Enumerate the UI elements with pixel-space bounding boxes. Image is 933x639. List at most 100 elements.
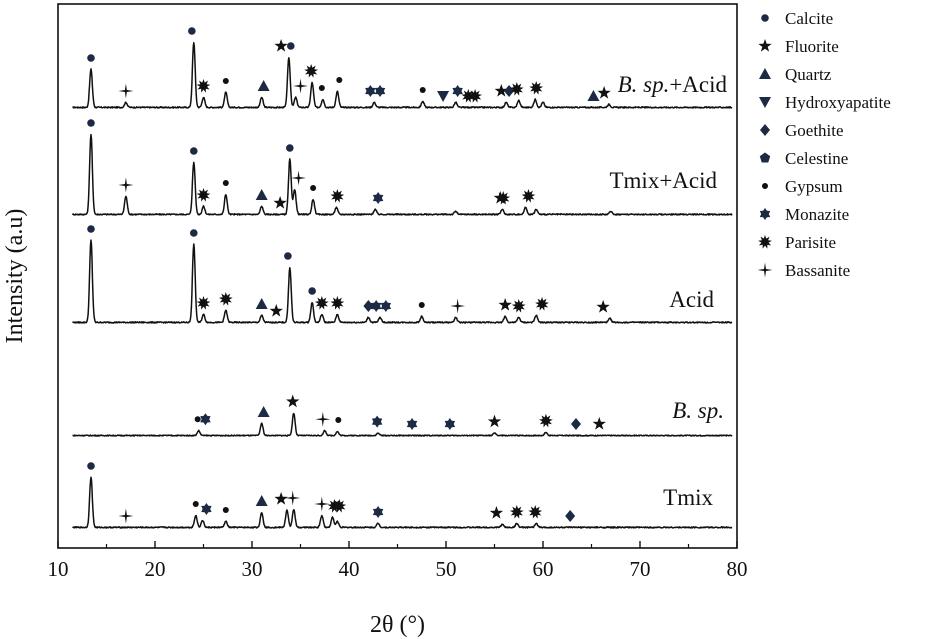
marker-parisite-2-2 [196,296,211,310]
marker-monazite-4-11 [372,506,384,518]
x-tick-label: 10 [48,557,69,581]
series-label-part: B. sp. [672,398,724,423]
marker-gypsum-1-4 [222,180,229,186]
series-labels: B. sp.+Acid Tmix+Acid Acid B. sp. Tmix [609,72,727,510]
marker-bassanite-1-1 [118,177,134,193]
marker-gypsum-4-4 [222,507,229,513]
marker-parisite-2-9 [330,296,345,310]
marker-quartz-0-23 [587,90,600,101]
marker-parisite-4-10 [332,499,347,513]
marker-gypsum-0-10 [318,85,325,91]
marker-monazite-4-3 [201,503,212,515]
marker-calcite-0-0 [87,54,95,62]
series-label-3: B. sp. [672,398,724,423]
marker-gypsum-0-11 [336,77,343,83]
x-tick-label: 80 [727,557,748,581]
marker-parisite-1-14 [521,189,536,203]
marker-calcite-1-7 [286,144,294,152]
marker-gypsum-3-5 [335,417,342,423]
marker-gypsum-0-4 [222,78,229,84]
marker-fluorite-3-3 [286,394,300,408]
marker-calcite-0-7 [287,42,295,50]
marker-parisite-0-9 [304,64,319,78]
marker-fluorite-4-6 [274,492,288,505]
marker-monazite-3-6 [371,415,383,428]
marker-bassanite-0-8 [293,78,308,94]
marker-parisite-4-14 [528,505,543,519]
marker-goethite-2-10 [363,300,374,312]
marker-fluorite-2-5 [269,304,283,317]
legend-icon-goethite [760,124,770,136]
marker-parisite-2-3 [218,292,233,306]
legend-icon-monazite [759,208,771,220]
marker-calcite-1-2 [190,147,198,155]
x-tick-label: 30 [242,557,263,581]
trace-0 [72,41,733,109]
phase-markers [87,27,611,524]
marker-goethite-3-11 [570,418,581,430]
series-label-0: B. sp.+Acid [618,72,728,97]
legend-label-celestine: Celestine [785,149,848,168]
marker-goethite-4-15 [565,510,576,522]
marker-calcite-4-0 [87,462,95,470]
marker-bassanite-0-1 [118,83,134,99]
marker-quartz-2-4 [255,298,268,309]
marker-monazite-3-1 [200,413,211,426]
legend-icon-calcite [761,14,769,22]
marker-parisite-2-16 [511,299,526,313]
legend-icon-fluorite [758,39,772,52]
marker-calcite-2-6 [284,252,292,260]
series-label-part: Acid [669,287,714,312]
marker-fluorite-3-9 [487,414,502,428]
x-axis-ticks: 10 20 30 40 50 60 70 80 [48,541,748,581]
series-label-4: Tmix [663,485,713,510]
marker-quartz-0-5 [257,80,270,91]
marker-parisite-0-18 [468,89,482,103]
marker-monazite-3-8 [444,418,456,430]
marker-parisite-4-13 [509,505,524,519]
series-label-2: Acid [669,287,714,312]
marker-fluorite-1-6 [273,196,287,209]
marker-parisite-0-3 [196,79,211,93]
legend-label-quartz: Quartz [785,65,832,84]
legend-icon-gypsum [762,183,768,189]
series-traces [71,41,733,529]
marker-fluorite-2-15 [498,298,512,311]
marker-monazite-0-12 [365,85,376,97]
legend: Calcite Fluorite Quartz Hydroxyapatite Goeth… [757,9,891,280]
marker-gypsum-2-13 [418,302,425,308]
marker-calcite-2-7 [308,287,316,295]
marker-fluorite-3-12 [592,417,606,430]
marker-parisite-3-10 [539,413,553,428]
marker-monazite-1-11 [372,192,384,204]
marker-bassanite-3-4 [315,411,331,427]
marker-monazite-0-13 [374,85,386,97]
y-axis-title: Intensity (a.u) [2,209,28,344]
trace-3 [72,412,733,437]
legend-label-parisite: Parisite [785,233,836,252]
legend-label-gypsum: Gypsum [785,177,843,196]
series-label-part: B. sp. [618,72,670,97]
marker-parisite-2-17 [535,297,549,311]
x-tick-label: 60 [533,557,554,581]
trace-1 [71,133,733,216]
marker-calcite-0-2 [188,27,196,35]
trace-4 [72,476,733,529]
x-tick-label: 40 [339,557,360,581]
marker-bassanite-4-8 [314,496,330,512]
legend-icon-bassanite [757,262,773,278]
marker-quartz-1-5 [255,189,268,200]
marker-parisite-1-3 [196,188,211,202]
marker-calcite-1-0 [87,119,95,127]
marker-fluorite-4-12 [489,506,504,519]
series-label-1: Tmix+Acid [609,168,717,193]
series-label-part: Tmix [663,485,713,510]
legend-icon-hydroxyapatite [759,97,771,108]
x-axis-title: 2θ (°) [370,612,425,638]
marker-quartz-3-2 [257,406,270,417]
marker-fluorite-2-18 [596,300,610,313]
x-tick-label: 70 [630,557,651,581]
marker-parisite-0-21 [509,82,524,96]
marker-gypsum-0-14 [419,87,426,93]
